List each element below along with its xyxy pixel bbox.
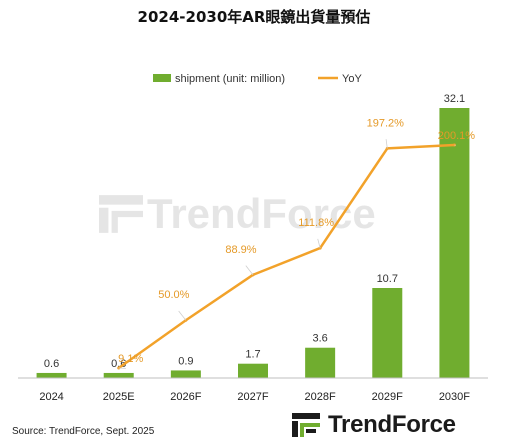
bar-label-2029F: 10.7 (377, 273, 398, 285)
yoy-label-2026F: 50.0% (158, 289, 189, 301)
bar-label-2024: 0.6 (44, 358, 59, 370)
x-tick-2026F: 2026F (170, 391, 201, 403)
x-tick-2024: 2024 (39, 391, 63, 403)
bar-2029F (372, 288, 403, 378)
source-note: Source: TrendForce, Sept. 2025 (12, 426, 155, 437)
yoy-label-2030F: 200.1% (438, 130, 476, 142)
yoy-label-2027F: 88.9% (225, 244, 256, 256)
bar-label-2030F: 32.1 (444, 93, 465, 105)
bar-label-2028F: 3.6 (312, 333, 327, 345)
legend-swatch-shipment (153, 74, 171, 82)
bar-2028F (305, 347, 336, 378)
bar-label-2025E: 0.6 (111, 358, 126, 370)
bar-label-2027F: 1.7 (245, 349, 260, 361)
x-tick-2027F: 2027F (237, 391, 268, 403)
trendforce-logo-icon (292, 413, 320, 437)
chart-title: 2024-2030年AR眼鏡出貨量預估 (137, 8, 371, 26)
yoy-label-2028F: 111.8% (298, 217, 334, 229)
legend: shipment (unit: million) YoY (153, 73, 362, 85)
watermark-text: TrendForce (147, 190, 376, 237)
x-tick-2030F: 2030F (439, 391, 470, 403)
x-tick-2028F: 2028F (305, 391, 336, 403)
yoy-label-2029F: 197.2% (367, 117, 405, 129)
watermark-logo-icon (99, 195, 143, 233)
yoy-labels: 9.1% 50.0% 88.9% 111.8% 197.2% 200.1% (118, 117, 476, 369)
bar-labels: 0.6 0.6 0.9 1.7 3.6 10.7 32.1 (44, 93, 465, 370)
yoy-leader-2029F (385, 139, 388, 149)
yoy-line-series (117, 143, 456, 370)
yoy-leader-2028F (317, 238, 321, 249)
bar-2025E (103, 372, 134, 378)
bar-2026F (170, 370, 201, 378)
x-tick-2025E: 2025E (103, 391, 135, 403)
yoy-label-2025E: 9.1% (118, 353, 143, 365)
bar-2030F (439, 108, 470, 378)
bar-series (36, 108, 470, 378)
logo-text: TrendForce (328, 411, 456, 438)
bar-label-2026F: 0.9 (178, 355, 193, 367)
yoy-leader-2027F (245, 265, 254, 276)
yoy-line (117, 143, 455, 370)
trendforce-watermark: TrendForce (95, 190, 376, 238)
x-tick-2029F: 2029F (372, 391, 403, 403)
bar-2024 (36, 372, 67, 378)
x-tick-labels: 2024 2025E 2026F 2027F 2028F 2029F 2030F (39, 391, 470, 403)
legend-label-shipment: shipment (unit: million) (175, 73, 285, 85)
yoy-leader-2026F (178, 310, 187, 321)
trendforce-logo: TrendForce (290, 410, 456, 440)
legend-label-yoy: YoY (342, 73, 362, 85)
bar-2027F (238, 363, 268, 378)
